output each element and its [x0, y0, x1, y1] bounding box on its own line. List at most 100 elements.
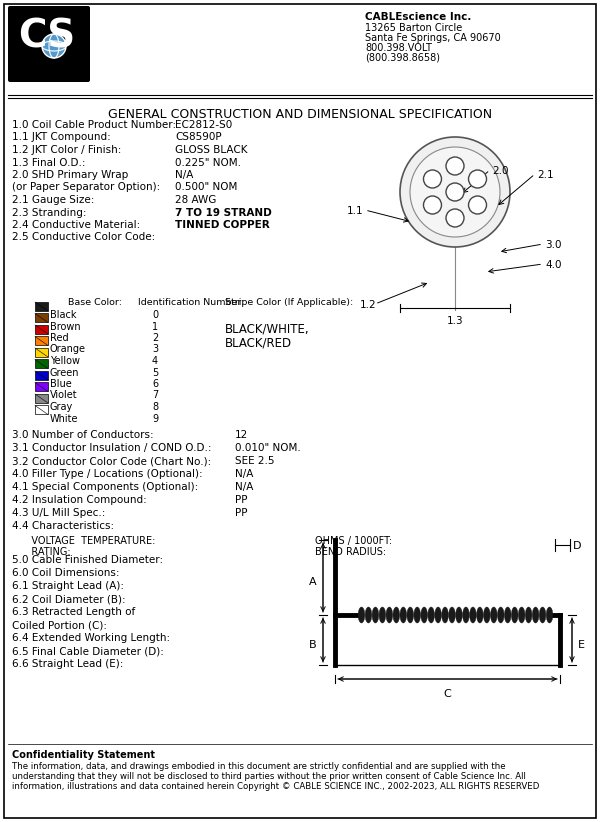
Text: Green: Green	[50, 367, 79, 377]
Text: information, illustrations and data contained herein Copyright © CABLE SCIENCE I: information, illustrations and data cont…	[12, 782, 539, 791]
Text: SEE 2.5: SEE 2.5	[235, 456, 275, 466]
Ellipse shape	[455, 607, 462, 623]
Ellipse shape	[414, 607, 421, 623]
Text: 7: 7	[152, 390, 158, 400]
Text: 6.0 Coil Dimensions:: 6.0 Coil Dimensions:	[12, 568, 119, 578]
Text: 4.0 Filler Type / Locations (Optional):: 4.0 Filler Type / Locations (Optional):	[12, 469, 203, 479]
Ellipse shape	[365, 607, 372, 623]
Text: 1.1 JKT Compound:: 1.1 JKT Compound:	[12, 132, 111, 142]
Text: 1.3 Final O.D.:: 1.3 Final O.D.:	[12, 158, 86, 168]
Text: 2.5 Conductive Color Code:: 2.5 Conductive Color Code:	[12, 233, 155, 242]
Bar	[35, 394, 48, 403]
Ellipse shape	[476, 607, 483, 623]
Text: N/A: N/A	[235, 482, 253, 492]
Text: RATING:: RATING:	[22, 547, 71, 557]
Ellipse shape	[435, 607, 442, 623]
Bar	[35, 405, 48, 414]
Text: Confidentiality Statement: Confidentiality Statement	[12, 750, 155, 760]
Ellipse shape	[511, 607, 518, 623]
Ellipse shape	[505, 607, 511, 623]
Ellipse shape	[428, 607, 434, 623]
Text: VOLTAGE  TEMPERATURE:: VOLTAGE TEMPERATURE:	[22, 536, 155, 546]
Text: (800.398.8658): (800.398.8658)	[365, 53, 440, 63]
Bar	[35, 371, 48, 380]
Text: 3.2 Conductor Color Code (Chart No.):: 3.2 Conductor Color Code (Chart No.):	[12, 456, 211, 466]
Text: CABLEscience Inc.: CABLEscience Inc.	[365, 12, 472, 22]
Text: The information, data, and drawings embodied in this document are strictly confi: The information, data, and drawings embo…	[12, 762, 506, 771]
Text: 6.6 Straight Lead (E):: 6.6 Straight Lead (E):	[12, 659, 124, 669]
Circle shape	[424, 170, 442, 188]
Text: CS8590P: CS8590P	[175, 132, 221, 142]
Text: BEND RADIUS:: BEND RADIUS:	[315, 547, 386, 557]
Ellipse shape	[490, 607, 497, 623]
Text: Yellow: Yellow	[50, 356, 80, 366]
Circle shape	[469, 170, 487, 188]
Circle shape	[410, 147, 500, 237]
Text: E: E	[578, 640, 585, 650]
Text: 2.1: 2.1	[537, 170, 554, 180]
Text: 7 TO 19 STRAND: 7 TO 19 STRAND	[175, 207, 272, 218]
Text: 8: 8	[152, 402, 158, 412]
Text: 3.0: 3.0	[545, 240, 562, 250]
Text: BLACK/WHITE,
BLACK/RED: BLACK/WHITE, BLACK/RED	[225, 322, 310, 350]
Text: 2.3 Stranding:: 2.3 Stranding:	[12, 207, 86, 218]
Ellipse shape	[470, 607, 476, 623]
Text: GENERAL CONSTRUCTION AND DIMENSIONAL SPECIFICATION: GENERAL CONSTRUCTION AND DIMENSIONAL SPE…	[108, 108, 492, 121]
Circle shape	[424, 196, 442, 214]
Text: 6.3 Retracted Length of: 6.3 Retracted Length of	[12, 607, 135, 617]
Text: 5: 5	[152, 367, 158, 377]
Text: 6.5 Final Cable Diameter (D):: 6.5 Final Cable Diameter (D):	[12, 646, 164, 656]
Text: 2: 2	[152, 333, 158, 343]
Text: Stripe Color (If Applicable):: Stripe Color (If Applicable):	[225, 298, 353, 307]
Text: 13265 Barton Circle: 13265 Barton Circle	[365, 23, 462, 33]
Text: PP: PP	[235, 508, 248, 518]
Text: C: C	[443, 689, 451, 699]
Bar	[35, 359, 48, 368]
Ellipse shape	[532, 607, 539, 623]
Text: 0.500" NOM: 0.500" NOM	[175, 182, 238, 192]
Text: 2.0 SHD Primary Wrap: 2.0 SHD Primary Wrap	[12, 170, 128, 180]
Bar	[35, 382, 48, 391]
Text: 6.1 Straight Lead (A):: 6.1 Straight Lead (A):	[12, 581, 124, 591]
Ellipse shape	[421, 607, 427, 623]
Ellipse shape	[400, 607, 407, 623]
Text: 0.225" NOM.: 0.225" NOM.	[175, 158, 241, 168]
Text: N/A: N/A	[175, 170, 193, 180]
Text: Violet: Violet	[50, 390, 77, 400]
Circle shape	[469, 196, 487, 214]
Ellipse shape	[449, 607, 455, 623]
Text: Red: Red	[50, 333, 68, 343]
Circle shape	[446, 209, 464, 227]
Ellipse shape	[379, 607, 386, 623]
Text: Brown: Brown	[50, 321, 80, 331]
Text: 0: 0	[152, 310, 158, 320]
Circle shape	[446, 157, 464, 175]
Text: 6.2 Coil Diameter (B):: 6.2 Coil Diameter (B):	[12, 594, 125, 604]
Text: 4.2 Insulation Compound:: 4.2 Insulation Compound:	[12, 495, 147, 505]
Text: 1.3: 1.3	[446, 316, 463, 326]
Text: PP: PP	[235, 495, 248, 505]
Text: 4.0: 4.0	[545, 260, 562, 270]
Text: Gray: Gray	[50, 402, 73, 412]
Text: B: B	[310, 640, 317, 650]
Text: 4.1 Special Components (Optional):: 4.1 Special Components (Optional):	[12, 482, 198, 492]
Text: D: D	[573, 541, 581, 551]
Text: A: A	[310, 577, 317, 587]
Text: EC2812-S0: EC2812-S0	[175, 120, 232, 130]
Ellipse shape	[407, 607, 413, 623]
Ellipse shape	[372, 607, 379, 623]
Text: 12: 12	[235, 430, 248, 440]
Text: 5.0 Cable Finished Diameter:: 5.0 Cable Finished Diameter:	[12, 555, 163, 565]
Text: 0.010" NOM.: 0.010" NOM.	[235, 443, 301, 453]
Ellipse shape	[526, 607, 532, 623]
Text: 1.2 JKT Color / Finish:: 1.2 JKT Color / Finish:	[12, 145, 121, 155]
Text: Black: Black	[50, 310, 77, 320]
Text: 3: 3	[152, 344, 158, 354]
Text: 3.0 Number of Conductors:: 3.0 Number of Conductors:	[12, 430, 154, 440]
Ellipse shape	[484, 607, 490, 623]
Text: White: White	[50, 413, 79, 423]
Text: 28 AWG: 28 AWG	[175, 195, 217, 205]
Text: OHMS / 1000FT:: OHMS / 1000FT:	[315, 536, 392, 546]
Ellipse shape	[393, 607, 400, 623]
Text: 9: 9	[152, 413, 158, 423]
